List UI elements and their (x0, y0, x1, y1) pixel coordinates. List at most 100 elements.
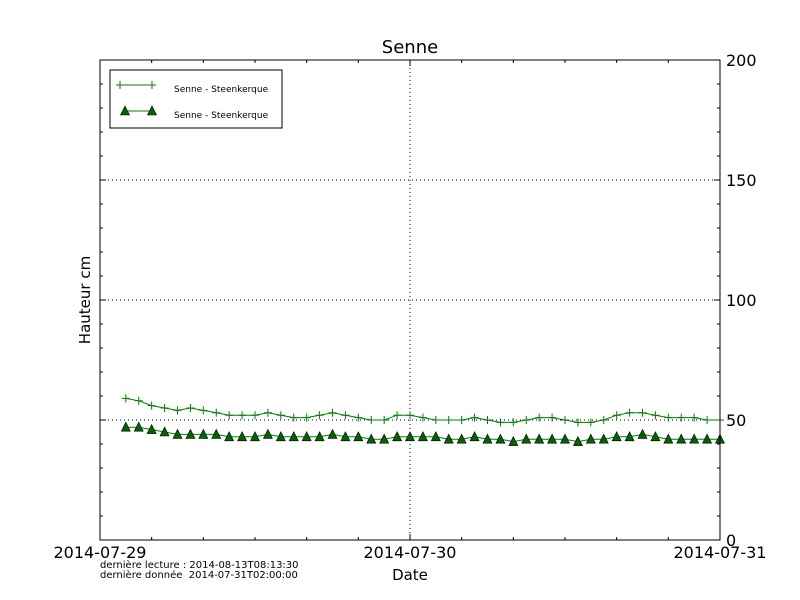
data-point-plus (276, 411, 285, 420)
data-point-plus (483, 416, 492, 424)
data-point-plus (548, 413, 557, 422)
data-point-plus (690, 413, 699, 422)
data-point-triangle (417, 431, 428, 442)
data-point-triangle (366, 433, 377, 444)
data-point-plus (380, 416, 389, 424)
data-point-plus (263, 408, 272, 417)
data-point-triangle (663, 433, 674, 444)
data-point-triangle (120, 421, 131, 432)
data-point-plus (470, 413, 479, 422)
chart-title: Senne (382, 37, 438, 58)
data-point-plus (199, 406, 208, 415)
data-point-triangle (637, 428, 648, 439)
triangle-marker-icon (120, 105, 157, 116)
data-point-triangle (702, 433, 713, 444)
data-point-plus (147, 401, 156, 410)
x-tick-label: 2014-07-30 (364, 543, 457, 562)
data-point-triangle (482, 433, 493, 444)
data-point-plus (664, 413, 673, 422)
data-point-triangle (689, 433, 700, 444)
data-point-plus (406, 411, 414, 420)
data-point-plus (535, 413, 544, 422)
data-point-triangle (456, 433, 467, 444)
data-point-triangle (146, 423, 157, 434)
x-axis-label: Date (392, 566, 428, 584)
data-point-triangle (237, 431, 248, 442)
legend-label: Senne - Steenkerque (174, 85, 269, 95)
plus-marker-icon (116, 81, 156, 89)
data-point-triangle (611, 431, 622, 442)
series-triangle (120, 421, 725, 446)
data-point-plus (160, 404, 169, 412)
data-point-triangle (288, 431, 299, 442)
data-point-plus (367, 416, 376, 424)
data-point-triangle (379, 433, 390, 444)
data-point-triangle (598, 433, 609, 444)
data-point-triangle (430, 431, 441, 442)
data-point-triangle (172, 428, 183, 439)
data-point-plus (121, 394, 130, 403)
data-point-triangle (650, 431, 661, 442)
last-read-text: dernière lecture : 2014-08-13T08:13:30 (100, 560, 299, 571)
data-point-plus (703, 416, 712, 424)
data-point-plus (134, 396, 143, 405)
data-point-triangle (443, 433, 454, 444)
data-point-triangle (301, 431, 312, 442)
last-data-text: dernière donnée 2014-07-31T02:00:00 (100, 570, 298, 581)
data-point-triangle (224, 431, 235, 442)
data-point-triangle (327, 428, 338, 439)
data-point-plus (599, 416, 608, 424)
data-point-plus (186, 404, 195, 412)
x-tick-label: 2014-07-31 (674, 543, 767, 562)
data-point-plus (457, 416, 466, 424)
y-tick-label: 100 (726, 291, 757, 310)
y-tick-label: 50 (726, 411, 746, 430)
data-point-plus (431, 416, 440, 424)
data-point-triangle (547, 433, 558, 444)
data-point-plus (251, 411, 259, 420)
data-point-plus (651, 411, 660, 420)
data-point-triangle (585, 433, 596, 444)
data-point-plus (212, 408, 221, 417)
data-point-triangle (314, 431, 325, 442)
y-tick-label: 200 (726, 51, 757, 70)
data-point-triangle (560, 433, 570, 444)
data-point-triangle (275, 431, 286, 442)
data-point-triangle (392, 431, 403, 442)
data-point-triangle (211, 428, 222, 439)
legend-entry-triangle: Senne - Steenkerque (120, 105, 269, 121)
data-point-plus (418, 413, 427, 422)
data-point-plus (289, 413, 298, 422)
data-point-triangle (469, 431, 480, 442)
x-tick-label: 2014-07-29 (54, 543, 147, 562)
legend-entry-plus: Senne - Steenkerque (116, 81, 269, 95)
y-tick-label: 0 (726, 531, 736, 550)
data-point-plus (444, 416, 453, 424)
data-point-triangle (534, 433, 545, 444)
data-point-plus (354, 413, 363, 422)
data-point-triangle (676, 433, 687, 444)
data-point-triangle (521, 433, 532, 444)
legend-label: Senne - Steenkerque (174, 111, 269, 121)
data-point-plus (573, 418, 582, 427)
data-point-plus (315, 411, 324, 420)
data-point-plus (225, 411, 234, 420)
data-point-plus (341, 411, 350, 420)
data-point-triangle (262, 428, 273, 439)
series-plus (121, 394, 724, 427)
data-point-triangle (405, 431, 415, 442)
data-point-triangle (133, 421, 144, 432)
data-point-plus (612, 411, 621, 420)
data-point-triangle (159, 426, 170, 437)
data-point-plus (328, 408, 337, 417)
plot-frame (99, 59, 721, 541)
data-point-plus (173, 406, 182, 415)
data-point-triangle (495, 433, 506, 444)
data-point-plus (393, 411, 402, 420)
y-axis-label: Hauteur cm (76, 256, 94, 344)
data-point-plus (677, 413, 686, 422)
data-point-plus (238, 411, 247, 420)
data-point-triangle (198, 428, 209, 439)
legend: Senne - Steenkerque Senne - Steenkerque (109, 69, 283, 129)
